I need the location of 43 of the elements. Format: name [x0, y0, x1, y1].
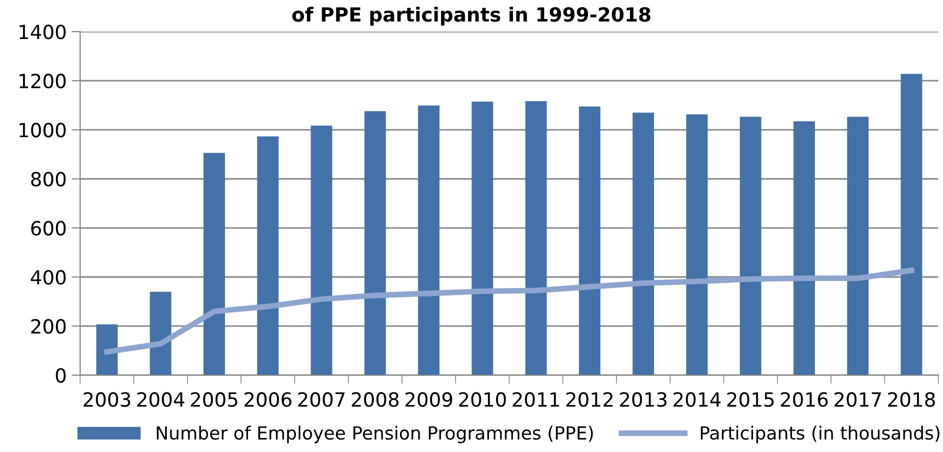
x-tick-label: 2003	[84, 392, 130, 407]
x-tick-label: 2013	[620, 392, 666, 407]
bar	[204, 152, 225, 376]
y-tick-label: 1200	[20, 74, 66, 88]
x-tick-label: 2016	[780, 392, 828, 407]
bar	[364, 111, 386, 376]
x-tick-label: 2008	[352, 392, 399, 407]
bar	[525, 101, 547, 376]
x-tick-label: 2006	[244, 392, 292, 407]
bar	[632, 112, 654, 376]
bar	[150, 292, 172, 376]
bar	[793, 121, 815, 376]
bar	[257, 136, 279, 376]
x-tick-label: 2018	[888, 392, 935, 407]
y-tick-label: 1000	[20, 122, 66, 138]
x-tick-label: 2014	[674, 392, 721, 407]
y-tick-label: 0	[56, 368, 66, 383]
x-tick-label: 2012	[566, 392, 612, 407]
legend-label: Participants (in thousands)	[700, 426, 940, 444]
bar	[418, 105, 440, 376]
legend-label: Number of Employee Pension Programmes (PPE)	[156, 426, 593, 444]
y-tick-label: 1400	[20, 24, 66, 40]
x-tick-label: 2007	[298, 392, 345, 407]
x-tick-label: 2004	[137, 392, 184, 407]
bar	[578, 106, 600, 376]
y-tick-label: 600	[31, 220, 66, 236]
x-tick-label: 2009	[405, 392, 452, 407]
bar	[900, 74, 922, 376]
bar	[310, 126, 332, 376]
x-tick-label: 2011	[512, 392, 559, 407]
x-tick-label: 2015	[727, 392, 774, 407]
bar	[740, 116, 762, 376]
bar	[686, 114, 708, 376]
bar	[96, 324, 118, 376]
x-tick-label: 2010	[459, 392, 506, 407]
bar	[847, 116, 869, 376]
chart-title: of PPE participants in 1999-2018	[292, 6, 650, 26]
y-tick-label: 800	[31, 172, 66, 187]
y-tick-label: 400	[30, 270, 66, 285]
bar	[472, 102, 494, 376]
x-tick-label: 2005	[190, 392, 238, 407]
y-tick-label: 200	[31, 319, 66, 334]
x-tick-label: 2017	[834, 392, 881, 407]
